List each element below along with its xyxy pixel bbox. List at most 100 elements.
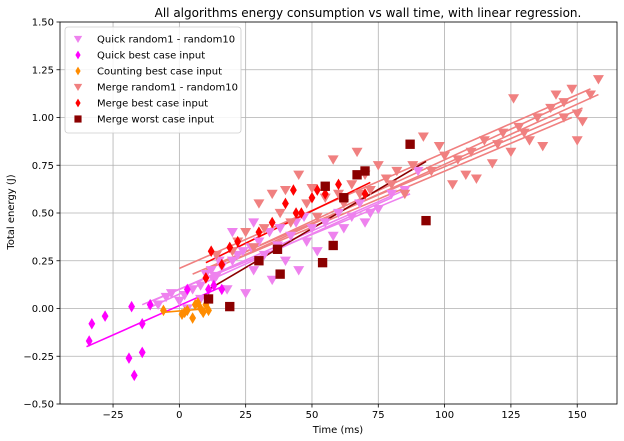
data-point (558, 98, 570, 108)
data-point (592, 75, 604, 85)
data-point (433, 142, 445, 152)
data-point (364, 185, 376, 196)
data-point (248, 266, 260, 276)
data-point (226, 256, 238, 266)
data-point (274, 208, 286, 219)
data-point (550, 90, 562, 100)
x-tick-label: 150 (568, 410, 587, 421)
data-point (346, 212, 358, 223)
regression-line (218, 93, 599, 268)
data-point (317, 257, 328, 268)
data-point (351, 147, 363, 158)
data-point (258, 224, 270, 234)
data-point (275, 269, 285, 279)
data-point (240, 227, 252, 238)
data-point (452, 155, 464, 165)
data-point (255, 226, 263, 238)
data-point (160, 304, 167, 317)
data-point (306, 184, 318, 194)
data-point (254, 256, 264, 266)
data-point (364, 208, 376, 219)
legend-label: Counting best case input (97, 67, 222, 78)
data-point (460, 170, 472, 181)
data-point (354, 189, 366, 200)
data-point (352, 170, 362, 180)
data-point (412, 166, 424, 177)
data-point (417, 132, 429, 142)
legend-marker (73, 35, 83, 43)
data-point (360, 166, 370, 176)
data-point (189, 312, 197, 324)
data-point (183, 304, 191, 317)
data-point (518, 128, 530, 139)
data-point (558, 113, 570, 123)
data-point (293, 266, 305, 276)
data-point (447, 180, 459, 190)
data-point (264, 227, 276, 238)
data-point (202, 272, 210, 284)
data-point (372, 205, 384, 215)
data-point (386, 180, 398, 190)
data-point (207, 245, 215, 257)
x-tick-label: 50 (306, 410, 319, 421)
data-point (319, 218, 331, 228)
data-point (210, 279, 218, 292)
data-point (354, 199, 366, 209)
data-point (301, 199, 313, 209)
data-point (339, 193, 349, 203)
data-point (328, 240, 338, 251)
data-point (338, 224, 350, 234)
data-point (425, 166, 437, 177)
data-point (240, 289, 252, 299)
data-point (197, 302, 204, 315)
legend-marker (73, 83, 83, 91)
data-point (301, 237, 313, 247)
legend-label: Merge worst case input (97, 115, 214, 126)
data-point (138, 346, 146, 359)
data-point (308, 191, 316, 204)
data-point (248, 218, 260, 228)
data-point (268, 216, 276, 229)
data-point (465, 147, 477, 158)
data-point (266, 275, 278, 286)
data-point (577, 117, 589, 127)
data-point (359, 218, 371, 228)
data-point (293, 170, 305, 181)
data-point (279, 256, 291, 266)
data-point (218, 283, 226, 296)
data-point (335, 178, 342, 191)
data-point (248, 243, 260, 253)
data-point (327, 155, 339, 165)
x-tick-label: −25 (102, 410, 123, 421)
data-point (183, 283, 191, 296)
x-tick-label: 25 (239, 410, 252, 421)
y-tick-label: 0.25 (32, 256, 54, 267)
data-point (537, 142, 549, 152)
y-tick-label: 1.25 (32, 65, 54, 76)
legend-marker (75, 50, 81, 60)
data-point (199, 306, 207, 319)
data-point (187, 285, 199, 295)
data-point (361, 188, 369, 200)
data-point (421, 215, 431, 226)
data-point (225, 301, 235, 312)
y-tick-label: −0.50 (23, 400, 54, 411)
data-point (391, 166, 403, 177)
legend-label: Merge random1 - random10 (97, 83, 238, 94)
y-axis-label: Total energy (J) (6, 174, 17, 250)
data-point (282, 197, 289, 210)
y-tick-label: −0.25 (23, 352, 54, 363)
x-axis-ticks: −25 0 25 50 75 100 125 150 (102, 404, 587, 421)
data-point (497, 128, 509, 139)
data-point (85, 335, 93, 347)
data-point (279, 185, 291, 196)
y-axis-ticks: −0.50 −0.25 0.00 0.25 0.50 0.75 1.00 1.25 1.50 (23, 18, 60, 411)
data-point (138, 318, 146, 330)
data-point (545, 103, 557, 114)
data-point (333, 208, 344, 219)
data-point (313, 184, 321, 196)
data-point (205, 283, 212, 296)
data-point (146, 298, 154, 311)
legend-marker (74, 115, 82, 123)
legend-label: Quick best case input (97, 51, 205, 62)
